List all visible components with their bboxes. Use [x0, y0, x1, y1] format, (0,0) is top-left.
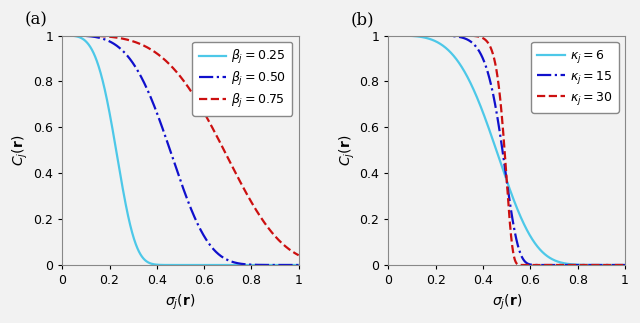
$\kappa_j = 6$ [385, 34, 392, 37]
Y-axis label: $C_j(\mathbf{r})$: $C_j(\mathbf{r})$ [11, 135, 31, 166]
$\kappa_j = 30$ [476, 35, 483, 39]
$\kappa_j = 15$ [486, 76, 493, 80]
$\beta_j = 0.25$ [99, 81, 107, 85]
$\beta_j = 0.50$ [99, 37, 107, 41]
$\kappa_j = 6$ [426, 37, 433, 41]
Line: $\kappa_j = 30$: $\kappa_j = 30$ [388, 36, 625, 265]
$\beta_j = 0.75$ [290, 251, 298, 255]
$\beta_j = 0.75$ [159, 57, 167, 60]
$\kappa_j = 6$ [412, 34, 419, 38]
$\beta_j = 0.25$ [290, 263, 298, 267]
$\kappa_j = 15$ [412, 34, 419, 37]
Legend: $\kappa_j = 6$, $\kappa_j = 15$, $\kappa_j = 30$: $\kappa_j = 6$, $\kappa_j = 15$, $\kappa… [531, 42, 619, 113]
$\beta_j = 0.50$ [85, 34, 93, 38]
X-axis label: $\sigma_j(\mathbf{r})$: $\sigma_j(\mathbf{r})$ [165, 293, 196, 312]
$\kappa_j = 6$ [486, 128, 493, 132]
$\kappa_j = 30$ [486, 43, 493, 47]
Line: $\beta_j = 0.25$: $\beta_j = 0.25$ [62, 36, 299, 265]
$\beta_j = 0.25$ [295, 263, 303, 267]
X-axis label: $\sigma_j(\mathbf{r})$: $\sigma_j(\mathbf{r})$ [492, 293, 522, 312]
$\kappa_j = 15$ [426, 34, 433, 37]
$\beta_j = 0.50$ [149, 101, 157, 105]
$\kappa_j = 30$ [549, 263, 557, 267]
$\beta_j = 0.25$ [159, 263, 167, 267]
$\beta_j = 0.25$ [265, 263, 273, 267]
$\kappa_j = 15$ [616, 263, 624, 267]
$\kappa_j = 30$ [591, 263, 599, 267]
$\kappa_j = 15$ [591, 263, 598, 267]
Line: $\kappa_j = 6$: $\kappa_j = 6$ [388, 36, 625, 265]
Line: $\beta_j = 0.50$: $\beta_j = 0.50$ [62, 36, 299, 265]
$\kappa_j = 30$ [621, 263, 628, 267]
Text: (b): (b) [351, 12, 374, 29]
$\beta_j = 0.50$ [265, 263, 273, 267]
$\kappa_j = 30$ [385, 34, 392, 37]
$\kappa_j = 15$ [614, 263, 621, 267]
$\kappa_j = 30$ [426, 34, 433, 37]
$\beta_j = 0.50$ [295, 263, 303, 267]
$\kappa_j = 6$ [616, 263, 624, 267]
$\beta_j = 0.75$ [58, 34, 66, 37]
$\kappa_j = 6$ [591, 263, 598, 267]
$\beta_j = 0.75$ [295, 253, 303, 257]
$\kappa_j = 30$ [616, 263, 624, 267]
$\beta_j = 0.75$ [149, 49, 157, 53]
Legend: $\beta_j = 0.25$, $\beta_j = 0.50$, $\beta_j = 0.75$: $\beta_j = 0.25$, $\beta_j = 0.50$, $\be… [193, 42, 292, 116]
$\kappa_j = 6$ [621, 263, 628, 267]
$\beta_j = 0.75$ [265, 226, 273, 230]
$\kappa_j = 6$ [476, 101, 483, 105]
$\beta_j = 0.75$ [99, 34, 107, 38]
$\beta_j = 0.25$ [85, 43, 93, 47]
$\beta_j = 0.75$ [85, 34, 93, 38]
$\kappa_j = 15$ [621, 263, 628, 267]
$\beta_j = 0.50$ [58, 34, 66, 37]
Line: $\beta_j = 0.75$: $\beta_j = 0.75$ [62, 36, 299, 255]
Text: (a): (a) [24, 12, 47, 29]
Line: $\kappa_j = 15$: $\kappa_j = 15$ [388, 36, 625, 265]
$\beta_j = 0.25$ [58, 34, 66, 37]
$\beta_j = 0.25$ [149, 262, 157, 266]
$\kappa_j = 15$ [476, 49, 483, 53]
$\kappa_j = 15$ [385, 34, 392, 37]
$\kappa_j = 30$ [412, 34, 419, 37]
Y-axis label: $C_j(\mathbf{r})$: $C_j(\mathbf{r})$ [337, 135, 356, 166]
$\beta_j = 0.50$ [290, 263, 298, 267]
$\beta_j = 0.50$ [159, 128, 167, 132]
